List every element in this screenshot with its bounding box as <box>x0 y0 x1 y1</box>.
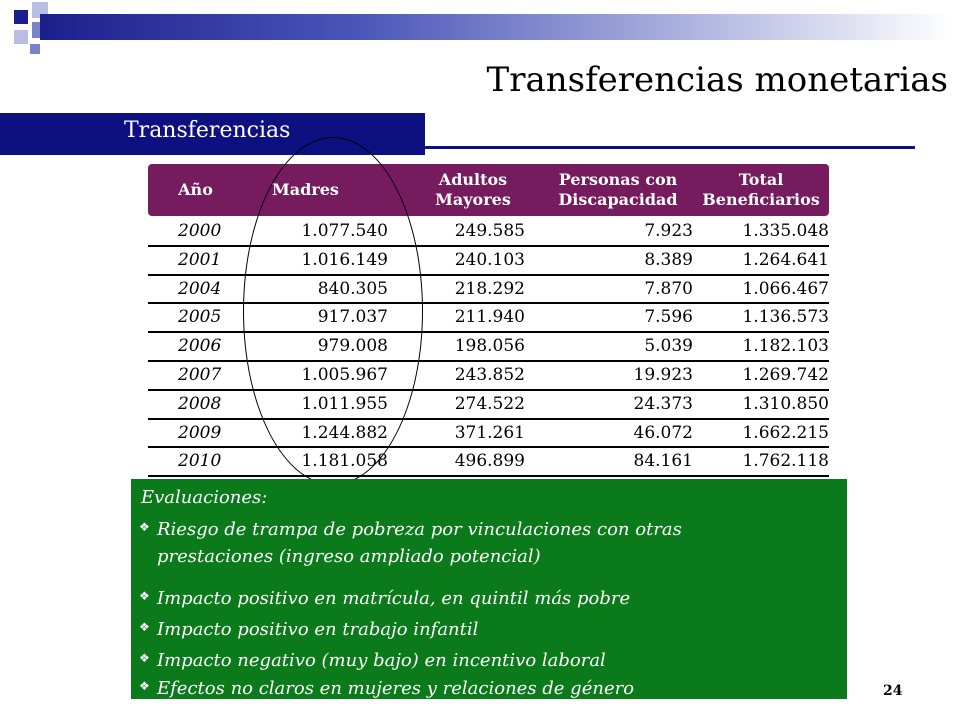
cell-value: 1.310.850 <box>742 393 829 414</box>
diamond-bullet-icon: ❖ <box>139 620 150 634</box>
cell-value: 240.103 <box>454 249 525 270</box>
cell-value: 1.066.467 <box>742 278 829 299</box>
cell-value: 274.522 <box>454 393 525 414</box>
cell-year: 2010 <box>178 451 222 472</box>
diamond-bullet-icon: ❖ <box>139 651 150 665</box>
cell-value: 7.596 <box>644 307 693 328</box>
diamond-bullet-icon: ❖ <box>139 589 150 603</box>
evaluacion-text: Impacto negativo (muy bajo) en incentivo… <box>157 650 606 671</box>
cell-year: 2008 <box>178 393 222 414</box>
cell-year: 2009 <box>178 422 222 443</box>
highlight-oval <box>243 137 423 485</box>
evaluacion-item: ❖ Impacto negativo (muy bajo) en incentiv… <box>139 647 606 674</box>
table-header-cell: Personas con Discapacidad <box>558 170 678 209</box>
cell-value: 496.899 <box>454 451 525 472</box>
cell-value: 1.269.742 <box>742 364 829 385</box>
cell-value: 218.292 <box>454 278 525 299</box>
evaluaciones-title: Evaluaciones: <box>141 487 268 508</box>
cell-value: 249.585 <box>454 221 525 241</box>
cell-year: 2005 <box>178 307 222 328</box>
cell-value: 1.662.215 <box>742 422 829 443</box>
cell-year: 2001 <box>178 249 222 270</box>
cell-value: 243.852 <box>454 364 525 385</box>
cell-value: 1.264.641 <box>742 249 829 270</box>
table-header-cell: Total Beneficiarios <box>702 170 820 209</box>
slide-title: Transferencias monetarias <box>486 60 948 100</box>
cell-value: 7.923 <box>644 221 693 241</box>
cell-value: 5.039 <box>644 336 693 357</box>
evaluacion-text: Riesgo de trampa de pobreza por vinculac… <box>157 519 682 567</box>
evaluacion-text: Impacto positivo en trabajo infantil <box>157 619 479 640</box>
evaluaciones-box: Evaluaciones: ❖ Riesgo de trampa de pobre… <box>131 479 847 699</box>
table-header-cell: Adultos Mayores <box>435 170 511 209</box>
cell-year: 2007 <box>178 364 222 385</box>
cell-value: 19.923 <box>633 364 693 385</box>
cell-year: 2000 <box>178 221 222 241</box>
table-row: 2008 1.011.955 274.522 24.373 1.310.850 <box>148 391 829 420</box>
cell-value: 24.373 <box>633 393 693 414</box>
evaluacion-item: ❖ Efectos no claros en mujeres y relacion… <box>139 675 634 702</box>
table-row: 2009 1.244.882 371.261 46.072 1.662.215 <box>148 420 829 449</box>
table-header-cell: Año <box>178 180 213 199</box>
top-gradient-bar <box>40 14 952 40</box>
cell-value: 1.182.103 <box>742 336 829 357</box>
cell-value: 1.136.573 <box>742 307 829 328</box>
section-label: Transferencias <box>124 118 291 143</box>
deco-square-1 <box>14 10 28 24</box>
evaluacion-text: Impacto positivo en matrícula, en quinti… <box>157 588 631 609</box>
cell-value: 7.870 <box>644 278 693 299</box>
cell-value: 84.161 <box>633 451 693 472</box>
table-header: Año Madres Adultos Mayores Personas con Disca… <box>148 164 829 216</box>
diamond-bullet-icon: ❖ <box>139 520 150 534</box>
cell-value: 1.335.048 <box>742 221 829 241</box>
evaluacion-item: ❖ Impacto positivo en matrícula, en quint… <box>139 585 630 612</box>
table-row: 2010 1.181.058 496.899 84.161 1.762.118 <box>148 448 829 478</box>
deco-square-4 <box>14 30 28 44</box>
deco-square-5 <box>30 44 40 54</box>
cell-value: 8.389 <box>644 249 693 270</box>
cell-value: 46.072 <box>633 422 693 443</box>
cell-value: 1.762.118 <box>742 451 829 472</box>
cell-year: 2006 <box>178 336 222 357</box>
evaluacion-item: ❖ Riesgo de trampa de pobreza por vincula… <box>139 516 682 570</box>
cell-value: 371.261 <box>454 422 525 443</box>
cell-value: 198.056 <box>454 336 525 357</box>
cell-year: 2004 <box>178 278 222 299</box>
section-underline <box>425 146 915 149</box>
evaluacion-item: ❖ Impacto positivo en trabajo infantil <box>139 616 478 643</box>
cell-value: 211.940 <box>454 307 525 328</box>
diamond-bullet-icon: ❖ <box>139 679 150 693</box>
evaluacion-text: Efectos no claros en mujeres y relacione… <box>157 678 635 699</box>
page-number: 24 <box>883 683 903 699</box>
